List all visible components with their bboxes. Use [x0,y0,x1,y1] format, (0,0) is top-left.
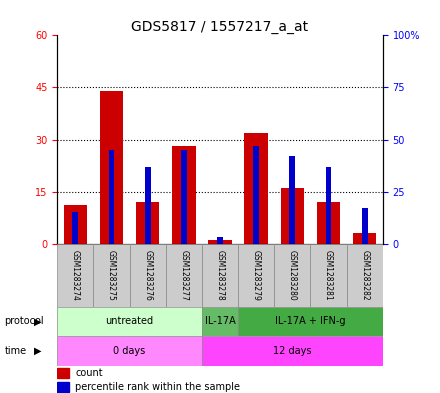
Bar [181,150,187,244]
Text: GSM1283278: GSM1283278 [216,250,224,301]
Text: GSM1283280: GSM1283280 [288,250,297,301]
Text: GSM1283279: GSM1283279 [252,250,260,301]
Bar [202,336,383,366]
Text: GSM1283275: GSM1283275 [107,250,116,301]
Text: time: time [4,346,26,356]
Bar [202,244,238,307]
Text: GSM1283282: GSM1283282 [360,250,369,300]
Bar [57,244,93,307]
Bar [347,244,383,307]
Text: IL-17A: IL-17A [205,316,235,326]
Bar [238,244,274,307]
Bar [202,307,238,336]
Bar [353,233,377,244]
Bar [281,188,304,244]
Text: protocol: protocol [4,316,44,326]
Bar [362,208,368,244]
Bar [57,307,202,336]
Bar [326,167,331,244]
Title: GDS5817 / 1557217_a_at: GDS5817 / 1557217_a_at [132,20,308,34]
Bar [57,336,202,366]
Bar [290,156,295,244]
Text: GSM1283274: GSM1283274 [71,250,80,301]
Bar [57,382,69,392]
Text: GSM1283281: GSM1283281 [324,250,333,300]
Bar [100,91,123,244]
Bar [129,244,166,307]
Bar [172,147,195,244]
Bar [109,150,114,244]
Text: GSM1283276: GSM1283276 [143,250,152,301]
Bar [208,240,232,244]
Text: count: count [75,368,103,378]
Bar [253,146,259,244]
Text: 12 days: 12 days [273,346,312,356]
Text: ▶: ▶ [33,346,41,356]
Text: GSM1283277: GSM1283277 [180,250,188,301]
Bar [136,202,159,244]
Bar [274,244,311,307]
Bar [238,307,383,336]
Bar [166,244,202,307]
Bar [57,368,69,378]
Bar [72,212,78,244]
Bar [217,237,223,244]
Bar [245,132,268,244]
Text: untreated: untreated [106,316,154,326]
Bar [311,244,347,307]
Text: IL-17A + IFN-g: IL-17A + IFN-g [275,316,346,326]
Bar [317,202,340,244]
Text: percentile rank within the sample: percentile rank within the sample [75,382,240,391]
Bar [93,244,129,307]
Bar [63,206,87,244]
Text: ▶: ▶ [33,316,41,326]
Text: 0 days: 0 days [114,346,146,356]
Bar [145,167,150,244]
